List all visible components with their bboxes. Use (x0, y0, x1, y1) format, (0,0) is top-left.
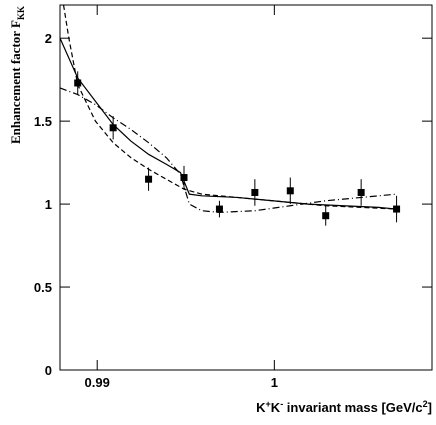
data-point (251, 188, 259, 196)
y-axis-title: Enhancement factor FKK (8, 6, 26, 144)
x-axis-title: K+K- invariant mass [GeV/c2] (256, 399, 432, 415)
data-point (74, 79, 82, 87)
fit-curve (60, 37, 397, 210)
data-point (357, 188, 365, 196)
x-tick-label: 0.99 (85, 375, 110, 390)
y-tick-label: 0.5 (34, 280, 52, 295)
y-tick-label: 2 (45, 31, 52, 46)
x-axis-title-sup: + (266, 399, 271, 409)
data-point (145, 175, 153, 183)
plot-frame (59, 4, 433, 371)
fit-curve (60, 87, 397, 213)
plot-area (60, 5, 401, 226)
x-axis-title-sup: 2 (423, 399, 428, 409)
fit-curve (62, 5, 397, 210)
x-axis-title-part: K (271, 400, 281, 415)
x-axis-title-sup: - (280, 399, 283, 409)
data-point (109, 124, 117, 132)
y-tick-label: 1 (45, 197, 52, 212)
x-tick-label: 1 (271, 375, 278, 390)
data-point (322, 212, 330, 220)
data-point (215, 205, 223, 213)
y-axis-title-part: Enhancement factor F (8, 20, 23, 144)
x-axis-title-part: invariant mass [GeV/c (283, 400, 422, 415)
y-tick-label: 0 (45, 363, 52, 378)
x-axis-title-part: K (256, 400, 266, 415)
x-axis-title-part: ] (428, 400, 432, 415)
data-point (180, 174, 188, 182)
y-tick-label: 1.5 (34, 114, 52, 129)
data-point (286, 187, 294, 195)
y-axis-title-sub: KK (16, 6, 26, 20)
data-point (393, 205, 401, 213)
